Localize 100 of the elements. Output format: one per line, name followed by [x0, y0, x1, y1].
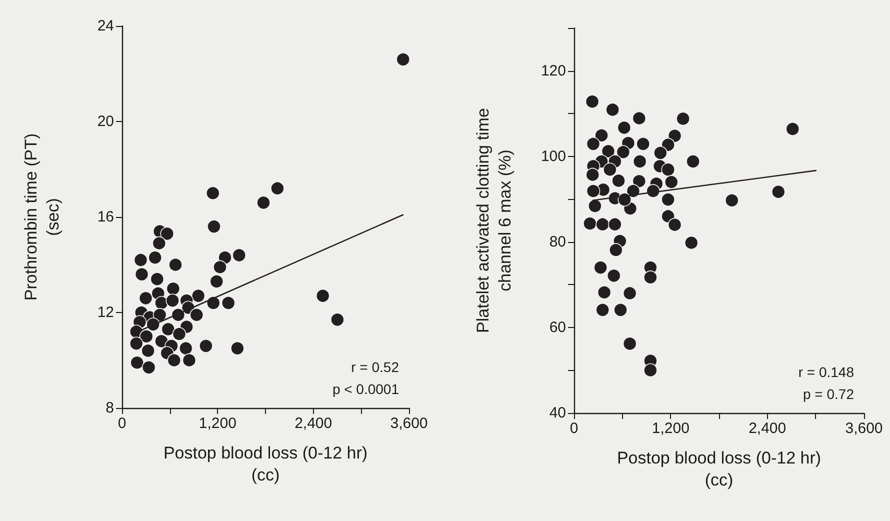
point: [178, 341, 193, 356]
point: [213, 260, 227, 274]
point: [614, 303, 628, 317]
point: [654, 146, 668, 160]
point: [622, 336, 637, 351]
point: [596, 303, 610, 317]
y-tick-label: 120: [540, 62, 566, 80]
point: [661, 162, 675, 176]
point: [207, 220, 221, 234]
point: [206, 296, 220, 310]
point: [606, 268, 621, 283]
annotation: p < 0.0001: [332, 381, 400, 397]
point: [152, 236, 166, 250]
point: [596, 217, 610, 232]
point: [191, 288, 206, 303]
x-tick-label: 1,200: [198, 415, 236, 432]
point: [199, 339, 213, 353]
y-tick-label: 12: [97, 304, 114, 321]
y-tick-label: 40: [549, 404, 566, 422]
point: [221, 296, 236, 310]
x-tick-label: 1,200: [652, 420, 690, 437]
point: [618, 192, 632, 206]
y-tick-label: 16: [97, 208, 114, 226]
point: [786, 122, 800, 136]
point: [684, 236, 698, 250]
point: [622, 286, 637, 300]
point: [134, 267, 149, 282]
point: [583, 216, 597, 230]
point: [256, 196, 270, 210]
point: [586, 137, 600, 151]
point: [603, 162, 617, 176]
y-tick-label: 60: [549, 318, 566, 336]
y-tick-label: 100: [540, 148, 566, 165]
y-tick-label: 24: [97, 18, 114, 34]
point: [232, 248, 246, 262]
point: [182, 353, 196, 368]
point: [686, 154, 700, 168]
point: [134, 253, 148, 267]
point: [190, 308, 204, 322]
x-tick-label: 3,600: [390, 415, 428, 432]
y-tick-label: 20: [97, 113, 114, 130]
point: [609, 243, 623, 257]
point: [661, 192, 675, 206]
point: [617, 120, 632, 135]
x-tick-label: 0: [118, 415, 126, 432]
point: [316, 288, 330, 303]
point: [725, 193, 739, 208]
point: [167, 353, 182, 368]
x-tick-label: 2,400: [748, 420, 786, 437]
x-tick-label: 0: [570, 420, 578, 437]
point: [138, 291, 153, 306]
point: [664, 175, 678, 189]
point: [230, 341, 244, 356]
point: [636, 137, 650, 151]
x-axis-title: Postop blood loss (0-12 hr) (cc): [163, 444, 368, 484]
point: [644, 270, 658, 284]
point: [668, 218, 682, 232]
annotation: r = 0.52: [351, 359, 400, 375]
point: [130, 356, 144, 370]
point: [616, 145, 630, 159]
y-tick-label: 80: [549, 233, 566, 250]
point: [661, 138, 675, 152]
point: [330, 312, 344, 327]
point: [585, 94, 600, 108]
point: [594, 260, 608, 274]
point: [612, 174, 626, 188]
point: [154, 334, 168, 348]
point: [632, 111, 646, 126]
point: [396, 52, 410, 66]
point: [166, 282, 180, 296]
point: [668, 128, 682, 143]
point: [150, 272, 164, 286]
x-axis-title: Postop blood loss (0-12 hr) (cc): [616, 448, 822, 490]
point: [644, 363, 658, 378]
point: [206, 186, 220, 200]
point: [161, 322, 176, 336]
point: [166, 294, 180, 308]
point: [632, 154, 647, 168]
point: [588, 199, 602, 213]
x-tick-label: 3,600: [845, 420, 883, 437]
point: [148, 250, 162, 264]
y-axis-title: Platelet activated clotting time channel 6 max (%): [474, 108, 514, 333]
point: [586, 168, 600, 182]
point: [152, 308, 167, 322]
point: [597, 285, 612, 300]
point: [632, 174, 646, 188]
point: [140, 329, 154, 344]
point: [270, 181, 284, 196]
x-tick-label: 2,400: [294, 415, 332, 432]
point: [594, 128, 608, 142]
point: [608, 217, 622, 232]
point: [142, 360, 156, 374]
point: [129, 336, 144, 350]
point: [601, 144, 616, 158]
point: [141, 344, 155, 358]
point: [771, 184, 786, 199]
y-tick-label: 8: [106, 400, 114, 416]
annotation: p = 0.72: [803, 386, 854, 402]
point: [210, 274, 224, 288]
point: [676, 112, 690, 126]
